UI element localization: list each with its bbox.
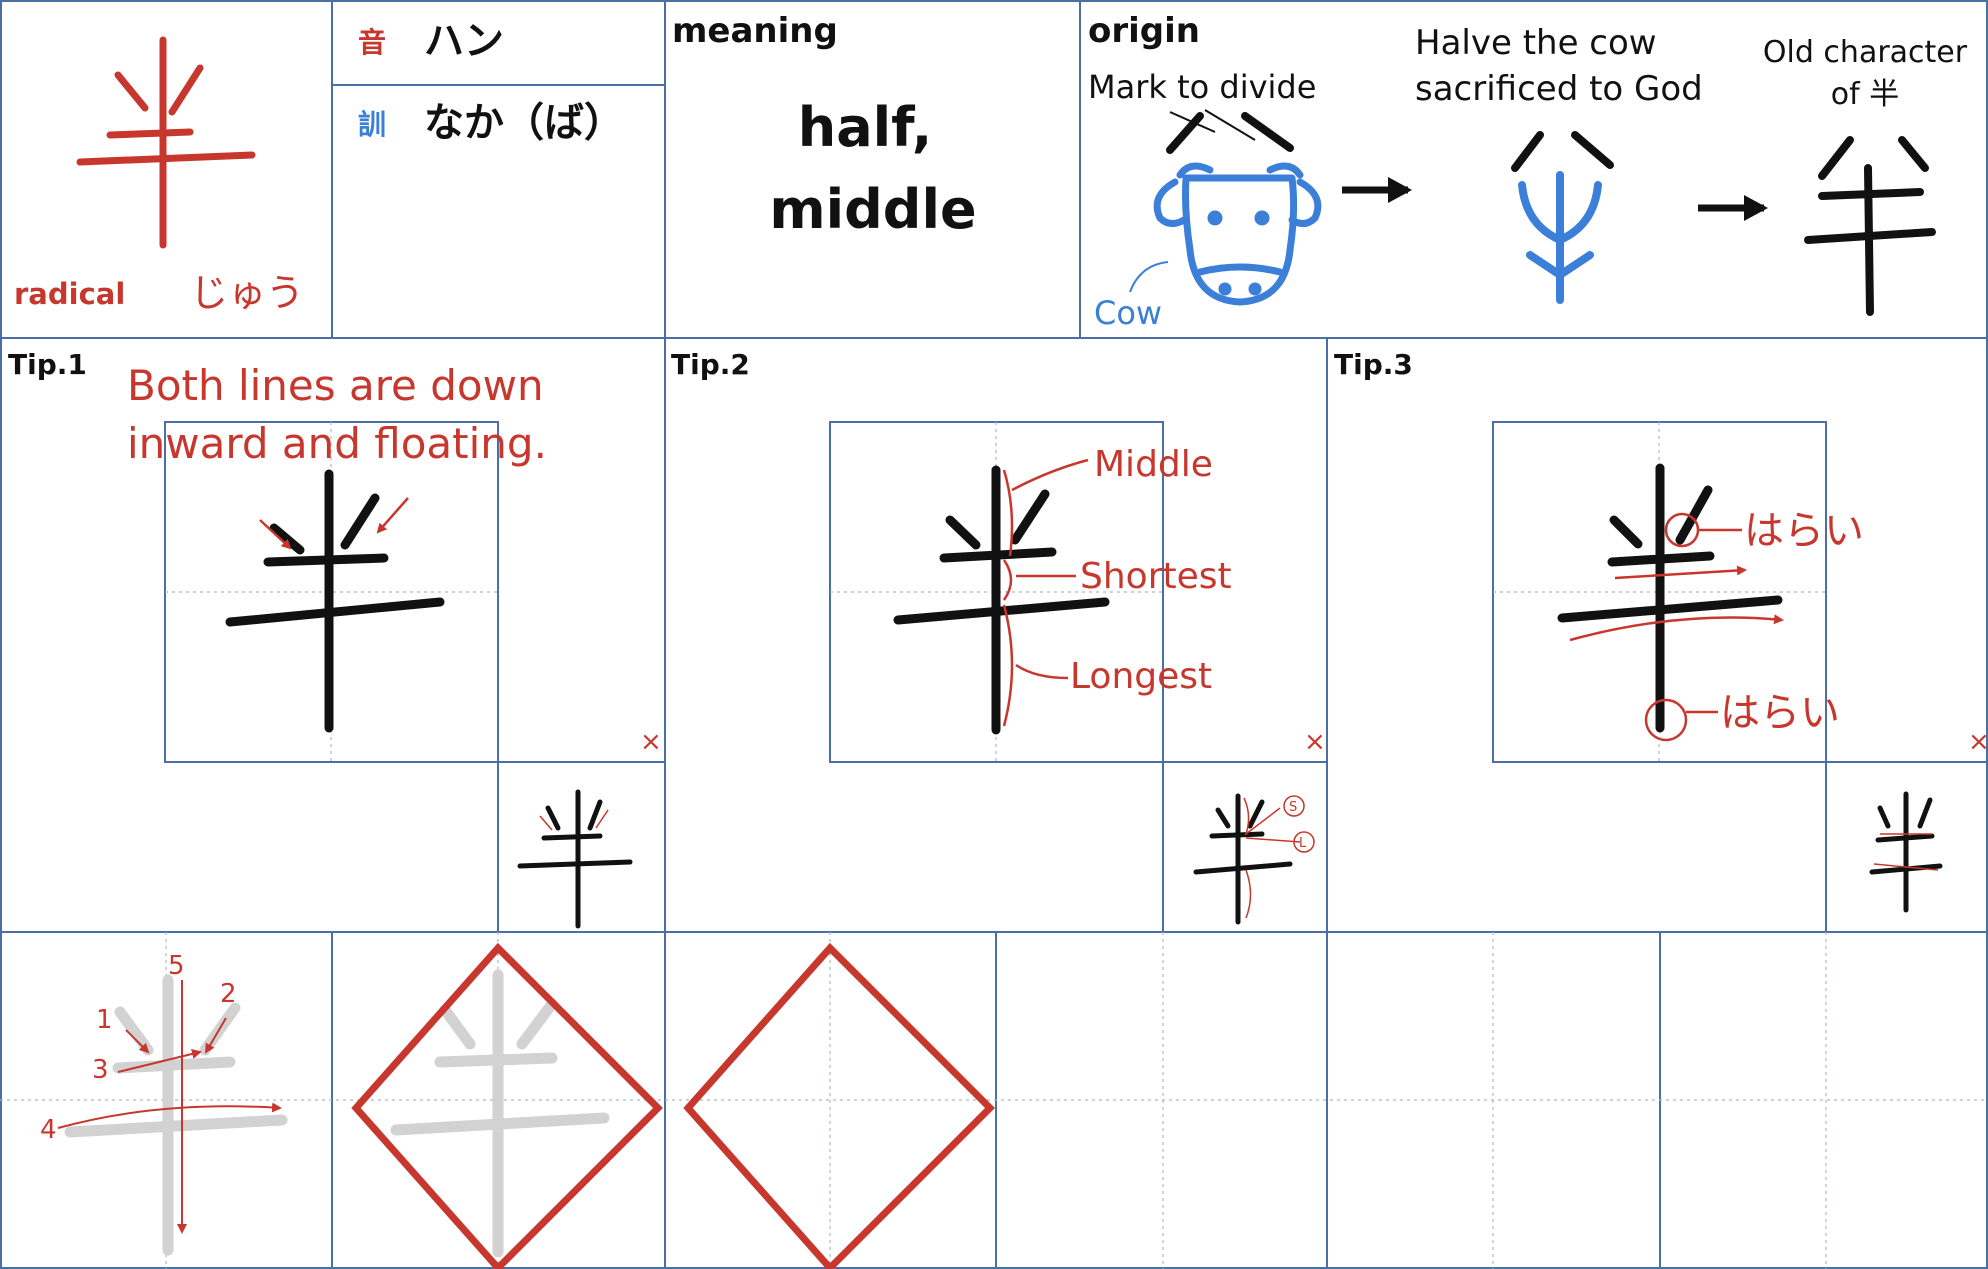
kun-reading-tag: 訓	[358, 108, 386, 141]
tip-2-glyph	[893, 465, 1110, 735]
divide-mark	[1166, 112, 1294, 154]
tip-1-small-glyph	[517, 789, 633, 929]
tip-3-small-glyph	[1869, 791, 1943, 913]
origin-step2-line1: Halve the cow	[1415, 23, 1657, 63]
stroke-number-3: 3	[92, 1055, 109, 1085]
meaning-line-1: half,	[798, 96, 932, 159]
old-character-icon	[1804, 136, 1936, 316]
tip-2-small-mark-l: L	[1299, 836, 1307, 851]
origin-step3-line2: of 半	[1831, 77, 1899, 112]
tip-2-annotation-shortest: Shortest	[1080, 556, 1232, 597]
tip-2-small-brackets	[1243, 795, 1315, 919]
meaning-line-2: middle	[769, 178, 976, 241]
origin-heading: origin	[1088, 11, 1200, 51]
tip-2-close-mark: ×	[1304, 727, 1326, 757]
tip-2-label: Tip.2	[671, 348, 750, 381]
tip-1-glyph	[225, 469, 445, 733]
meaning-heading: meaning	[672, 11, 838, 51]
stroke-number-4: 4	[40, 1115, 57, 1145]
tip-2-small-glyph	[1193, 793, 1293, 925]
tip-3-glyph	[1557, 463, 1783, 733]
tip-3-stroke-guides	[1569, 512, 1784, 742]
tip-1-small-arrows	[539, 809, 609, 831]
tip-2-small-mark-s: S	[1289, 800, 1297, 815]
tip-3-label: Tip.3	[1334, 348, 1413, 381]
tip-3-close-mark: ×	[1968, 727, 1988, 757]
tip-1-note-line2: inward and floating.	[127, 419, 547, 468]
origin-mark-label: Mark to divide	[1088, 68, 1316, 106]
origin-step2-line2: sacrificed to God	[1415, 69, 1703, 109]
on-reading-value: ハン	[424, 18, 504, 64]
tip-2-annotation-middle: Middle	[1094, 444, 1213, 485]
tip-1-close-mark: ×	[640, 727, 662, 757]
cow-pointer	[1129, 261, 1169, 293]
tip-3-small-guides	[1873, 833, 1939, 871]
stroke-number-2: 2	[220, 979, 237, 1009]
cow-icon	[1153, 162, 1322, 306]
halved-cow-glyph	[1511, 131, 1614, 304]
trace-diamond-1	[351, 942, 663, 1269]
origin-step3-line1: Old character	[1763, 35, 1968, 70]
stroke-number-1: 1	[96, 1005, 113, 1035]
kanji-red-glyph	[76, 36, 256, 249]
tip-2-annotation-longest: Longest	[1070, 656, 1212, 697]
tip-2-brackets	[1002, 458, 1089, 727]
tip-1-note-line1: Both lines are down	[127, 361, 544, 410]
tip-1-label: Tip.1	[8, 348, 87, 381]
stroke-order-arrows	[57, 980, 282, 1234]
trace-diamond-2	[683, 942, 995, 1269]
tip-1-inward-arrows	[259, 497, 409, 550]
stroke-number-5: 5	[168, 951, 185, 981]
tip-3-annotation-harai-1: はらい	[1744, 508, 1864, 554]
radical-label: radical	[14, 277, 125, 311]
on-reading-tag: 音	[358, 26, 386, 59]
cow-label: Cow	[1094, 294, 1162, 332]
tip-3-annotation-harai-2: はらい	[1720, 690, 1840, 736]
radical-reading: じゅう	[190, 271, 304, 315]
kun-reading-value: なか（ば）	[424, 100, 624, 146]
trace-ghost-glyph	[390, 969, 610, 1258]
